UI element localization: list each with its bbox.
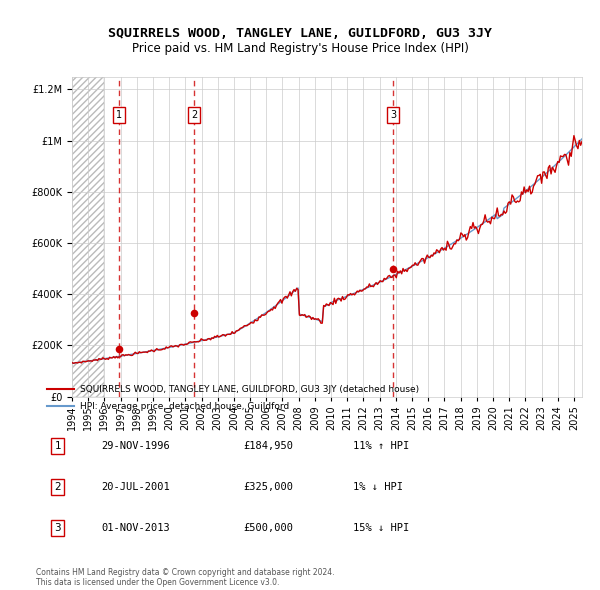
Text: 2: 2 (191, 110, 197, 120)
Point (388, 264, 398, 273)
Text: £325,000: £325,000 (244, 482, 293, 492)
Text: £500,000: £500,000 (244, 523, 293, 533)
Text: 15% ↓ HPI: 15% ↓ HPI (353, 523, 409, 533)
Text: 01-NOV-2013: 01-NOV-2013 (101, 523, 170, 533)
Text: SQUIRRELS WOOD, TANGLEY LANE, GUILDFORD, GU3 3JY (detached house): SQUIRRELS WOOD, TANGLEY LANE, GUILDFORD,… (80, 385, 419, 394)
Text: 2: 2 (55, 482, 61, 492)
Text: 1: 1 (116, 110, 122, 120)
Text: Price paid vs. HM Land Registry's House Price Index (HPI): Price paid vs. HM Land Registry's House … (131, 42, 469, 55)
Point (190, 309, 199, 318)
Bar (72, 77, 104, 396)
Text: 20-JUL-2001: 20-JUL-2001 (101, 482, 170, 492)
Text: 1: 1 (55, 441, 61, 451)
Text: 1% ↓ HPI: 1% ↓ HPI (353, 482, 403, 492)
Text: 29-NOV-1996: 29-NOV-1996 (101, 441, 170, 451)
Text: 11% ↑ HPI: 11% ↑ HPI (353, 441, 409, 451)
Text: 3: 3 (390, 110, 396, 120)
Text: SQUIRRELS WOOD, TANGLEY LANE, GUILDFORD, GU3 3JY: SQUIRRELS WOOD, TANGLEY LANE, GUILDFORD,… (108, 27, 492, 40)
Text: HPI: Average price, detached house, Guildford: HPI: Average price, detached house, Guil… (80, 402, 289, 411)
Text: Contains HM Land Registry data © Crown copyright and database right 2024.
This d: Contains HM Land Registry data © Crown c… (36, 568, 335, 587)
Point (115, 345, 124, 354)
Text: £184,950: £184,950 (244, 441, 293, 451)
Text: 3: 3 (55, 523, 61, 533)
